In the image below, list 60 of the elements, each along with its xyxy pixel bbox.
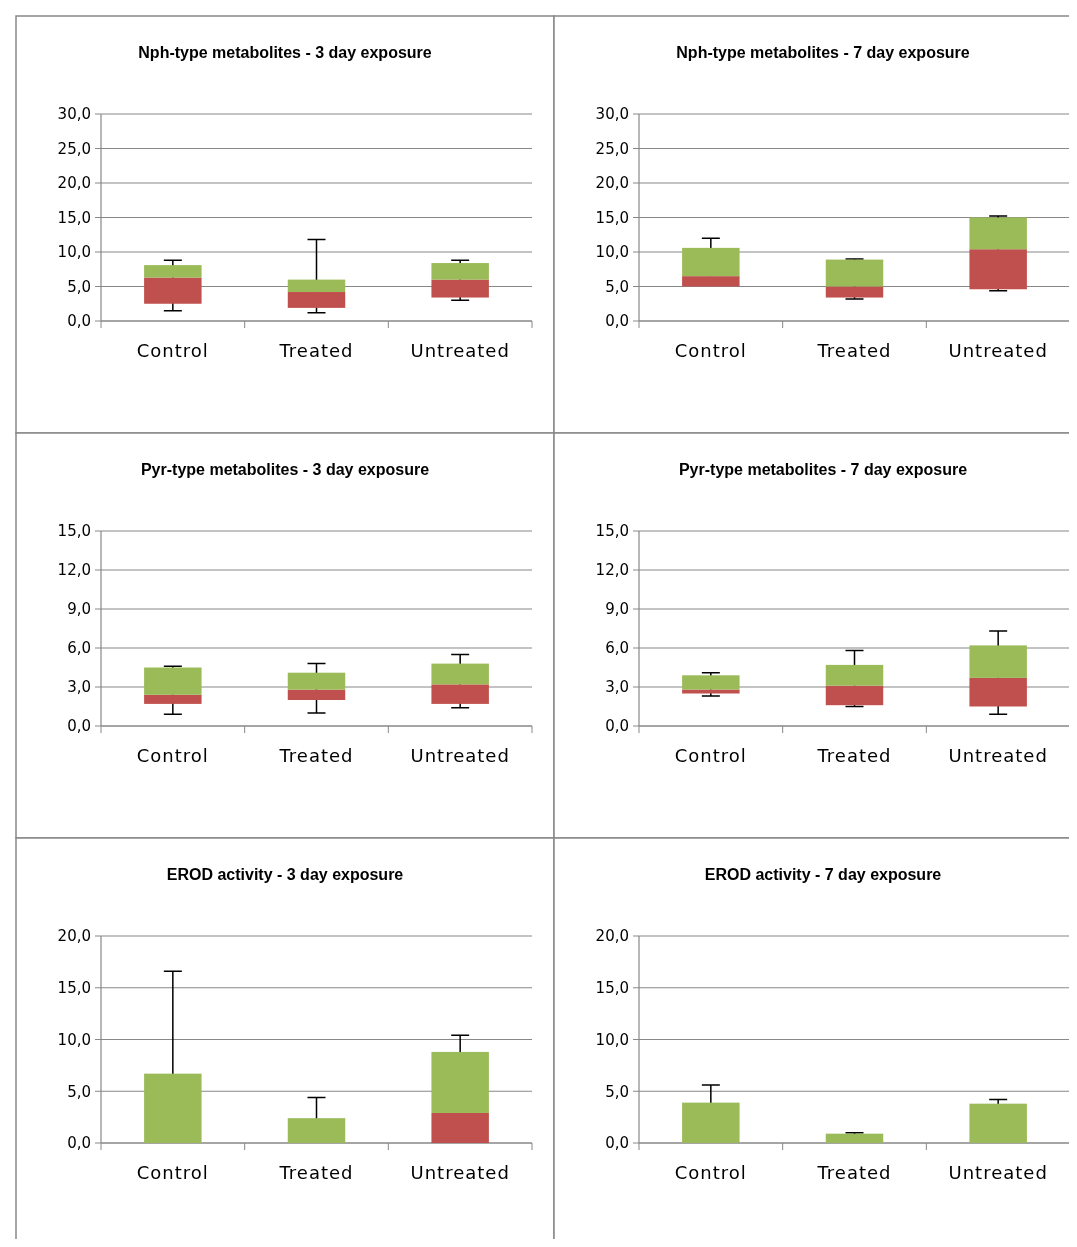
y-tick-label: 5,0 xyxy=(605,1082,629,1101)
x-tick-label: Treated xyxy=(816,340,892,361)
y-tick-label: 0,0 xyxy=(605,717,629,736)
y-tick-label: 6,0 xyxy=(67,639,91,658)
y-tick-label: 15,0 xyxy=(57,208,91,227)
y-tick-label: 30,0 xyxy=(57,105,91,124)
x-tick-label: Control xyxy=(674,1162,747,1183)
x-tick-label: Untreated xyxy=(948,1162,1048,1183)
y-tick-label: 9,0 xyxy=(67,600,91,619)
x-tick-label: Treated xyxy=(278,1162,354,1183)
y-tick-label: 20,0 xyxy=(595,927,629,946)
y-tick-label: 9,0 xyxy=(605,600,629,619)
y-tick-label: 0,0 xyxy=(67,717,91,736)
x-tick-label: Treated xyxy=(278,340,354,361)
y-tick-label: 10,0 xyxy=(595,1030,629,1049)
x-tick-label: Control xyxy=(674,340,747,361)
x-tick-label: Untreated xyxy=(410,340,510,361)
chart-title: Nph-type metabolites - 7 day exposure xyxy=(676,44,970,61)
y-tick-label: 0,0 xyxy=(67,1134,91,1153)
y-tick-label: 15,0 xyxy=(57,522,91,541)
x-tick-label: Treated xyxy=(278,745,354,766)
y-tick-label: 0,0 xyxy=(605,1134,629,1153)
y-tick-label: 10,0 xyxy=(57,243,91,262)
y-tick-label: 10,0 xyxy=(57,1030,91,1049)
x-tick-label: Treated xyxy=(816,745,892,766)
chart-title: EROD activity - 7 day exposure xyxy=(704,866,942,883)
y-tick-label: 10,0 xyxy=(595,243,629,262)
y-tick-label: 25,0 xyxy=(57,139,91,158)
y-tick-label: 15,0 xyxy=(595,208,629,227)
x-tick-label: Untreated xyxy=(410,745,510,766)
y-tick-label: 20,0 xyxy=(57,927,91,946)
chart-title: EROD activity - 3 day exposure xyxy=(166,866,404,883)
x-tick-label: Control xyxy=(136,340,209,361)
y-tick-label: 15,0 xyxy=(57,979,91,997)
y-tick-label: 30,0 xyxy=(595,105,629,124)
x-tick-label: Treated xyxy=(816,1162,892,1183)
y-tick-label: 5,0 xyxy=(67,1082,91,1101)
y-tick-label: 3,0 xyxy=(605,678,629,697)
y-tick-label: 5,0 xyxy=(605,277,629,296)
y-tick-label: 20,0 xyxy=(595,174,629,193)
chart-title: Pyr-type metabolites - 7 day exposure xyxy=(678,461,968,478)
y-tick-label: 0,0 xyxy=(67,312,91,331)
y-tick-label: 12,0 xyxy=(595,561,629,580)
x-tick-label: Untreated xyxy=(410,1162,510,1183)
y-tick-label: 25,0 xyxy=(595,139,629,158)
x-tick-label: Control xyxy=(136,1162,209,1183)
y-tick-label: 15,0 xyxy=(595,522,629,541)
y-tick-label: 0,0 xyxy=(605,312,629,331)
x-tick-label: Untreated xyxy=(948,340,1048,361)
x-tick-label: Control xyxy=(674,745,747,766)
x-tick-label: Control xyxy=(136,745,209,766)
y-tick-label: 6,0 xyxy=(605,639,629,658)
chart-title: Nph-type metabolites - 3 day exposure xyxy=(138,44,432,61)
y-tick-label: 12,0 xyxy=(57,561,91,580)
y-tick-label: 20,0 xyxy=(57,174,91,193)
y-tick-label: 15,0 xyxy=(595,979,629,997)
y-tick-label: 3,0 xyxy=(67,678,91,697)
y-tick-label: 5,0 xyxy=(67,277,91,296)
x-tick-label: Untreated xyxy=(948,745,1048,766)
chart-title: Pyr-type metabolites - 3 day exposure xyxy=(140,461,430,478)
